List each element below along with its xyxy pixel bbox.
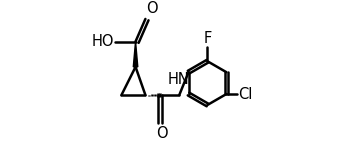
Text: HN: HN — [168, 72, 189, 87]
Text: Cl: Cl — [238, 86, 252, 102]
Text: O: O — [156, 126, 167, 141]
Polygon shape — [133, 42, 138, 67]
Text: HO: HO — [91, 34, 114, 49]
Text: F: F — [203, 31, 212, 46]
Text: O: O — [146, 1, 158, 16]
